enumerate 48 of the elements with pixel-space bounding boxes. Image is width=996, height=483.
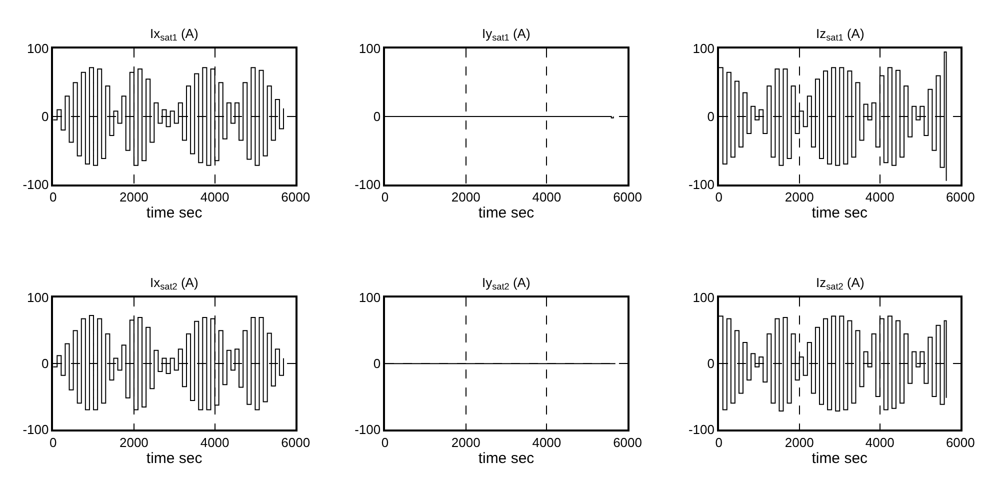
chart-title: Iz$_{sat2}$ (A) xyxy=(816,275,864,292)
x-tick-label: 2000 xyxy=(451,434,480,450)
x-tick-label: 2000 xyxy=(119,434,148,450)
y-tick-label: -100 xyxy=(22,176,49,192)
y-tick-label: 0 xyxy=(373,109,381,124)
x-tick-label: 6000 xyxy=(946,190,975,205)
chart-title: Iy$_{sat1}$ (A) xyxy=(482,26,530,43)
y-tick-label: 100 xyxy=(692,41,714,56)
x-axis-title: time sec xyxy=(478,204,535,222)
y-tick-label: 0 xyxy=(707,109,714,124)
y-tick-label: 0 xyxy=(373,356,381,372)
y-tick-label: -100 xyxy=(688,176,714,192)
x-axis-title: time sec xyxy=(812,450,868,467)
x-axis-title: time sec xyxy=(478,450,535,467)
y-tick-label: 100 xyxy=(358,41,381,56)
x-tick-label: 6000 xyxy=(281,434,310,450)
x-tick-label: 4000 xyxy=(200,434,230,450)
chart-title: Ix$_{sat1}$ (A) xyxy=(150,26,198,43)
y-tick-label: -100 xyxy=(354,422,381,438)
y-tick-label: 100 xyxy=(358,290,381,306)
y-tick-label: -100 xyxy=(354,176,381,192)
y-tick-label: -100 xyxy=(688,422,714,438)
x-axis-title: time sec xyxy=(146,450,203,467)
y-tick-label: 0 xyxy=(707,356,714,372)
x-tick-label: 4000 xyxy=(200,190,230,205)
chart-title: Ix$_{sat2}$ (A) xyxy=(150,275,198,292)
chart-title: Iy$_{sat2}$ (A) xyxy=(482,275,530,292)
y-tick-label: 0 xyxy=(42,109,49,124)
x-tick-label: 6000 xyxy=(946,434,975,450)
x-axis-title: time sec xyxy=(146,204,203,222)
chart-title: Iz$_{sat1}$ (A) xyxy=(816,26,864,43)
y-tick-label: -100 xyxy=(22,422,49,438)
x-axis-title: time sec xyxy=(812,204,868,222)
x-tick-label: 2000 xyxy=(784,434,814,450)
y-tick-label: 100 xyxy=(27,290,49,306)
x-tick-label: 2000 xyxy=(784,190,814,205)
x-tick-label: 6000 xyxy=(613,434,642,450)
y-tick-label: 100 xyxy=(692,290,714,306)
x-tick-label: 6000 xyxy=(613,190,642,205)
x-tick-label: 2000 xyxy=(119,190,148,205)
x-tick-label: 4000 xyxy=(532,434,562,450)
y-tick-label: 100 xyxy=(27,41,49,56)
x-tick-label: 4000 xyxy=(532,190,562,205)
x-tick-label: 4000 xyxy=(865,434,894,450)
x-tick-label: 6000 xyxy=(281,190,310,205)
x-tick-label: 4000 xyxy=(865,190,894,205)
y-tick-label: 0 xyxy=(42,356,49,372)
x-tick-label: 2000 xyxy=(451,190,480,205)
